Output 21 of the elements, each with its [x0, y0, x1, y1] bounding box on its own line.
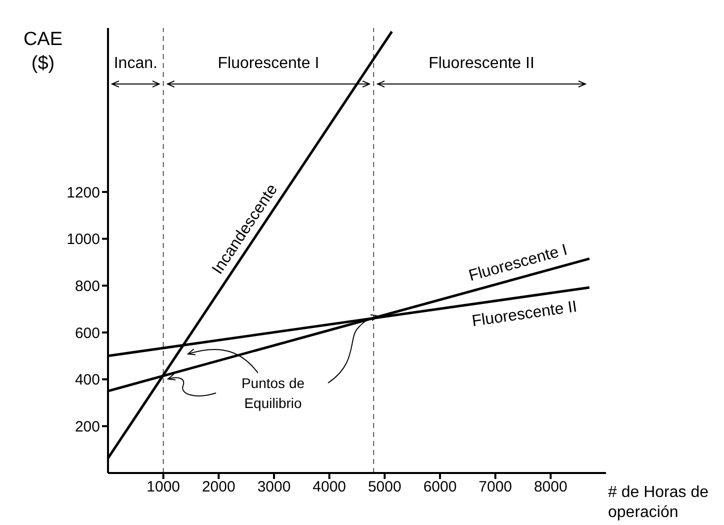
- x-tick-label: 7000: [478, 478, 512, 496]
- annotation: Incan.: [114, 55, 158, 72]
- x-tick-label: 8000: [534, 478, 568, 496]
- y-tick-label: 400: [74, 372, 100, 389]
- x-tick-label: 1000: [146, 478, 180, 496]
- y-tick-label: 1000: [66, 231, 100, 248]
- y-tick-label: 800: [74, 278, 100, 295]
- y-tick-label: 600: [74, 324, 100, 342]
- x-tick-label: 4000: [312, 478, 346, 496]
- y-tick-label: 200: [74, 418, 100, 436]
- x-axis-title: # de Horas de operación: [608, 483, 710, 523]
- annotation: Puntos de Equilibrio: [240, 374, 306, 413]
- y-tick-label: 1200: [66, 184, 100, 202]
- annotation: Fluorescente I: [218, 55, 320, 72]
- x-tick-label: 6000: [423, 478, 457, 496]
- x-tick-label: 2000: [202, 478, 236, 496]
- x-tick-label: 3000: [257, 478, 291, 496]
- text: Fluorescente II: [470, 298, 578, 330]
- annotation: Fluorescente II: [428, 55, 534, 72]
- x-tick-label: 5000: [368, 478, 402, 496]
- y-axis-title: CAE ($): [22, 28, 64, 76]
